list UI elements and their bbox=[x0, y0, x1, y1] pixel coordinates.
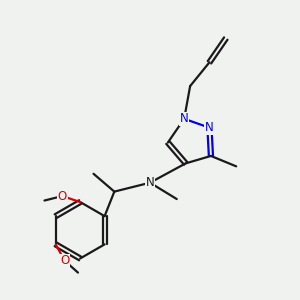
Text: O: O bbox=[58, 190, 67, 202]
Text: N: N bbox=[205, 121, 214, 134]
Text: O: O bbox=[60, 254, 69, 267]
Text: N: N bbox=[180, 112, 189, 125]
Text: N: N bbox=[146, 176, 154, 189]
